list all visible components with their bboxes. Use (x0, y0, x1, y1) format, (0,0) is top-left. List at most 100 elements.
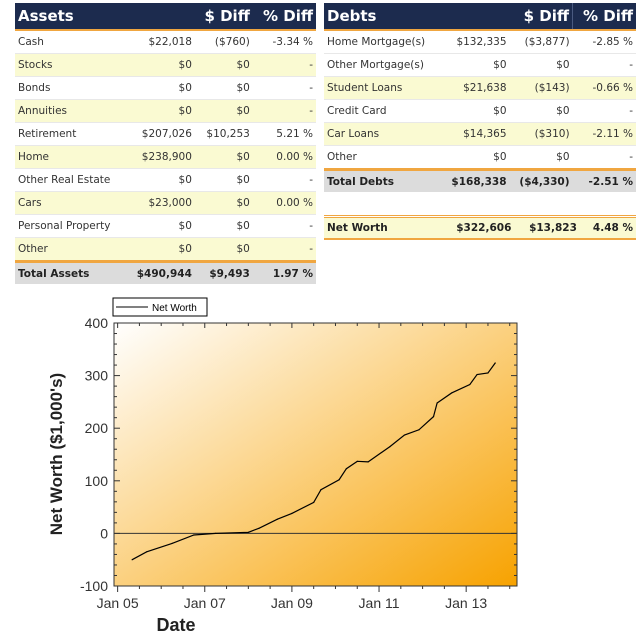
y-tick-label: 0 (100, 525, 108, 541)
row-label: Credit Card (324, 99, 441, 123)
row-value: $0 (125, 168, 195, 192)
data-point (451, 392, 453, 394)
data-point (476, 373, 478, 376)
row-pct: -2.11 % (572, 122, 636, 146)
data-point (131, 559, 133, 561)
data-point (356, 460, 358, 462)
row-value: $23,000 (125, 191, 195, 215)
row-value: $14,365 (440, 122, 510, 146)
debts-row: Other $0 $0 - (324, 145, 636, 170)
row-diff: $0 (194, 76, 253, 100)
row-value: $132,335 (440, 30, 510, 54)
data-point (436, 402, 438, 404)
data-point (146, 551, 148, 553)
plot-area (113, 322, 518, 587)
row-value: $21,638 (440, 76, 510, 100)
row-label: Student Loans (324, 76, 441, 100)
data-point (193, 534, 195, 536)
assets-row: Retirement $207,026 $10,253 5.21 % (15, 122, 316, 146)
net-worth-table: Net Worth $322,606 $13,823 4.48 % (324, 215, 636, 240)
row-value: $0 (440, 99, 510, 123)
total-label: Total Assets (15, 260, 126, 284)
row-diff: $0 (194, 168, 253, 192)
row-diff: $0 (509, 99, 573, 123)
x-tick-label: Jan 05 (97, 595, 139, 611)
assets-pct-header: % Diff (252, 3, 316, 31)
data-point (313, 501, 315, 503)
row-diff: $0 (194, 237, 253, 262)
y-axis-label: Net Worth ($1,000's) (47, 373, 66, 535)
assets-row: Stocks $0 $0 - (15, 53, 316, 77)
row-value: $0 (440, 145, 510, 170)
x-tick-label: Jan 07 (184, 595, 226, 611)
y-tick-label: 400 (85, 315, 109, 331)
row-value: $0 (125, 99, 195, 123)
row-pct: - (572, 145, 636, 170)
data-point (338, 479, 340, 481)
row-pct: 0.00 % (252, 191, 316, 215)
debts-row: Home Mortgage(s) $132,335 ($3,877) -2.85… (324, 30, 636, 54)
data-point (432, 416, 435, 418)
row-value: $238,900 (125, 145, 195, 169)
assets-row: Personal Property $0 $0 - (15, 214, 316, 238)
net-worth-diff: $13,823 (514, 215, 580, 240)
net-worth-row: Net Worth $322,606 $13,823 4.48 % (324, 215, 636, 240)
data-point (215, 532, 217, 534)
legend-box (112, 297, 208, 317)
data-point (494, 362, 496, 364)
row-label: Stocks (15, 53, 126, 77)
row-value: $0 (440, 53, 510, 77)
row-pct: - (572, 99, 636, 123)
row-diff: $0 (509, 53, 573, 77)
net-worth-label: Net Worth (324, 215, 440, 240)
y-tick-label: 100 (85, 473, 109, 489)
row-label: Cars (15, 191, 126, 215)
net-worth-chart: -100 0 100 200 300 400 Jan 05 Jan 07 Jan 09 Jan 1… (47, 297, 518, 635)
data-point (487, 372, 489, 374)
debts-pct-header: % Diff (572, 3, 636, 31)
y-tick-label: 300 (85, 368, 109, 384)
row-diff: ($760) (194, 30, 253, 54)
assets-row: Cars $23,000 $0 0.00 % (15, 191, 316, 215)
row-pct: - (252, 76, 316, 100)
debts-table: Debts $ Diff % Diff Home Mortgage(s) $13… (324, 3, 636, 192)
row-pct: -2.85 % (572, 30, 636, 54)
debts-value-header (440, 3, 510, 31)
y-tick-label: 200 (85, 420, 109, 436)
debts-row: Other Mortgage(s) $0 $0 - (324, 53, 636, 77)
row-diff: ($310) (509, 122, 573, 146)
assets-total-row: Total Assets $490,944 $9,493 1.97 % (15, 260, 316, 284)
debts-row: Car Loans $14,365 ($310) -2.11 % (324, 122, 636, 146)
x-tick-label: Jan 13 (445, 595, 487, 611)
data-point (469, 383, 471, 386)
total-label: Total Debts (324, 168, 441, 192)
data-point (171, 542, 173, 544)
net-worth-pct: 4.48 % (579, 215, 636, 240)
row-label: Retirement (15, 122, 126, 146)
row-label: Personal Property (15, 214, 126, 238)
row-label: Other (324, 145, 441, 170)
total-value: $168,338 (440, 168, 510, 192)
data-point (418, 429, 420, 431)
assets-row: Annuities $0 $0 - (15, 99, 316, 123)
row-value: $22,018 (125, 30, 195, 54)
y-tick-label: -100 (80, 578, 108, 594)
assets-row: Other $0 $0 - (15, 237, 316, 262)
total-value: $490,944 (125, 260, 195, 284)
row-pct: - (252, 214, 316, 238)
row-diff: $0 (194, 145, 253, 169)
row-pct: - (252, 168, 316, 192)
row-diff: $0 (194, 53, 253, 77)
data-point (258, 527, 260, 529)
row-label: Other (15, 237, 126, 262)
row-diff: $0 (194, 191, 253, 215)
data-point (291, 512, 293, 515)
row-pct: - (572, 53, 636, 77)
data-point (247, 531, 249, 533)
debts-total-row: Total Debts $168,338 ($4,330) -2.51 % (324, 168, 636, 192)
total-pct: 1.97 % (252, 260, 316, 284)
assets-row: Cash $22,018 ($760) -3.34 % (15, 30, 316, 54)
debts-row: Student Loans $21,638 ($143) -0.66 % (324, 76, 636, 100)
assets-row: Bonds $0 $0 - (15, 76, 316, 100)
row-label: Annuities (15, 99, 126, 123)
